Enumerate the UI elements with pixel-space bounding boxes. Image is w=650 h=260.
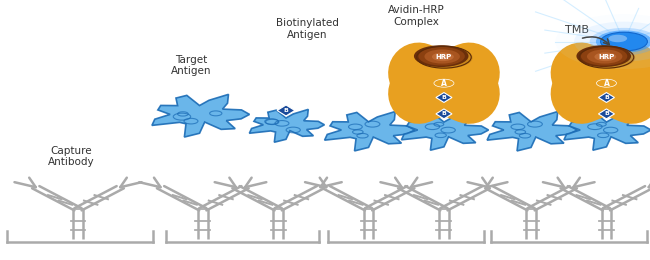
Text: Biotinylated
Antigen: Biotinylated Antigen [276, 18, 339, 40]
Circle shape [555, 14, 650, 69]
Circle shape [608, 35, 627, 42]
Text: A: A [603, 79, 610, 88]
Polygon shape [627, 70, 640, 75]
Text: HRP: HRP [436, 54, 452, 60]
Circle shape [577, 45, 631, 67]
Polygon shape [436, 109, 452, 119]
Polygon shape [573, 92, 586, 96]
Polygon shape [599, 109, 614, 119]
Text: A: A [441, 79, 447, 88]
Text: B: B [441, 95, 447, 100]
Circle shape [437, 55, 449, 59]
Circle shape [419, 47, 465, 66]
Circle shape [434, 79, 454, 87]
PathPatch shape [487, 112, 577, 151]
Text: B: B [604, 111, 609, 116]
PathPatch shape [324, 112, 415, 151]
Circle shape [580, 47, 635, 69]
PathPatch shape [564, 112, 650, 150]
Circle shape [424, 49, 460, 64]
Polygon shape [436, 93, 452, 102]
Text: Avidin-HRP
Complex: Avidin-HRP Complex [387, 5, 445, 27]
Polygon shape [573, 70, 586, 75]
Text: TMB: TMB [566, 25, 589, 35]
Circle shape [596, 30, 650, 53]
PathPatch shape [250, 109, 324, 142]
Circle shape [587, 49, 623, 64]
Circle shape [590, 28, 650, 55]
Circle shape [597, 79, 616, 87]
Circle shape [595, 53, 616, 61]
Text: Target
Antigen: Target Antigen [171, 55, 211, 76]
Polygon shape [411, 92, 423, 96]
Circle shape [418, 47, 473, 69]
Polygon shape [277, 105, 295, 116]
Circle shape [581, 47, 627, 66]
Polygon shape [411, 70, 423, 75]
Circle shape [574, 22, 650, 62]
Circle shape [414, 45, 469, 67]
Circle shape [601, 32, 647, 51]
Circle shape [432, 53, 454, 61]
Text: B: B [604, 95, 609, 100]
Text: Capture
Antibody: Capture Antibody [48, 146, 95, 167]
Text: B: B [441, 111, 447, 116]
PathPatch shape [152, 94, 250, 137]
Polygon shape [465, 70, 477, 75]
Text: HRP: HRP [599, 54, 615, 60]
Polygon shape [627, 92, 640, 96]
Circle shape [600, 55, 612, 59]
Polygon shape [599, 93, 614, 102]
Text: B: B [283, 108, 289, 113]
PathPatch shape [402, 112, 489, 150]
Polygon shape [465, 92, 477, 96]
